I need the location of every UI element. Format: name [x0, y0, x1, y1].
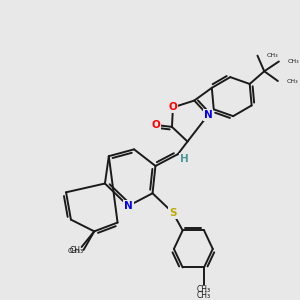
Text: CH₃: CH₃	[70, 246, 84, 255]
Text: N: N	[124, 201, 133, 211]
Text: O: O	[151, 120, 160, 130]
Text: CH₃: CH₃	[288, 59, 299, 64]
Text: CH₃: CH₃	[197, 290, 211, 299]
Text: O: O	[169, 102, 177, 112]
Text: CH₃: CH₃	[68, 248, 80, 254]
Text: S: S	[169, 208, 177, 218]
Text: N: N	[203, 110, 212, 120]
Text: H: H	[180, 154, 189, 164]
Text: CH₃: CH₃	[286, 79, 298, 83]
Text: CH₃: CH₃	[197, 285, 211, 294]
Text: CH₃: CH₃	[266, 53, 278, 58]
